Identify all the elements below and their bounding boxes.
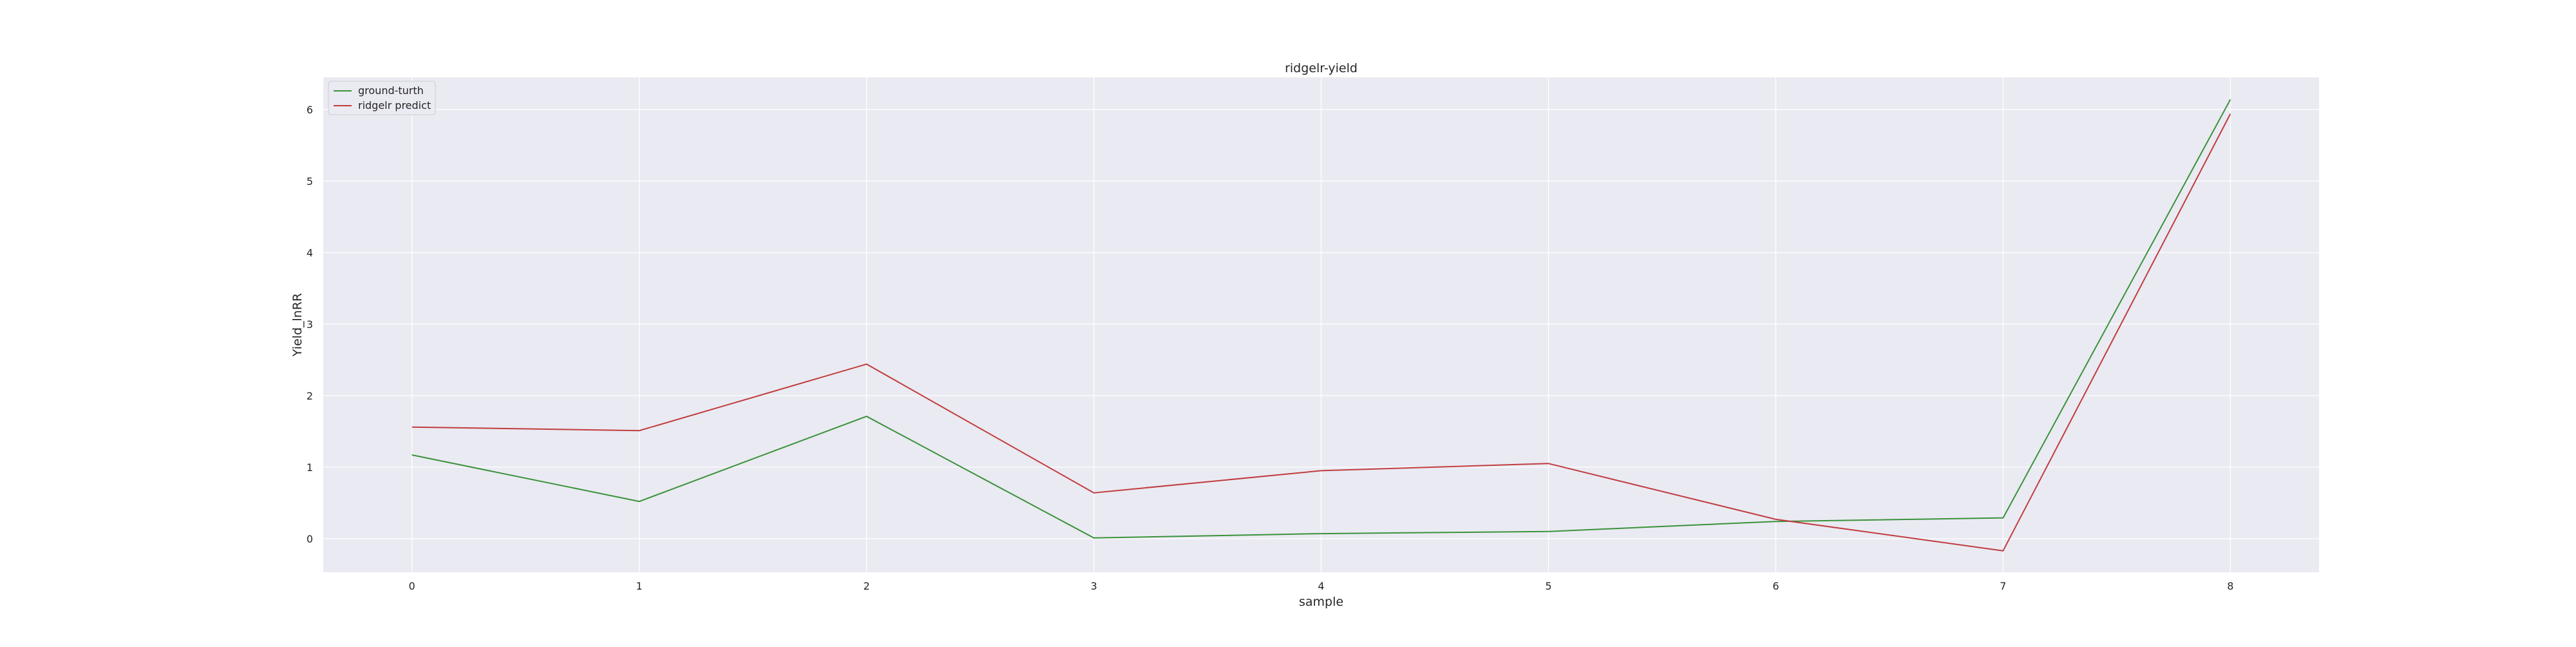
x-tick-label: 4 (1318, 580, 1324, 592)
legend: ground-turth ridgelr predict (328, 81, 435, 115)
x-tick-label: 6 (1772, 580, 1779, 592)
y-tick-label: 5 (307, 175, 313, 188)
x-axis-label: sample (1299, 595, 1343, 609)
chart-title: ridgelr-yield (1285, 61, 1358, 75)
y-tick-label: 3 (307, 318, 313, 331)
x-tick-label: 5 (1545, 580, 1551, 592)
y-tick-label: 4 (307, 247, 313, 259)
x-tick-label: 3 (1090, 580, 1097, 592)
x-tick-label: 1 (636, 580, 643, 592)
y-tick-label: 6 (307, 104, 313, 116)
x-tick-label: 0 (409, 580, 415, 592)
legend-label-ground-turth: ground-turth (358, 84, 424, 97)
y-tick-label: 0 (307, 533, 313, 545)
x-tick-label: 8 (2227, 580, 2233, 592)
legend-label-ridgelr-predict: ridgelr predict (358, 99, 431, 111)
x-tick-label: 7 (2000, 580, 2006, 592)
y-tick-label: 1 (307, 461, 313, 474)
x-tick-labels: 0 1 2 3 4 5 6 7 8 (409, 580, 2234, 592)
y-tick-labels: 0 1 2 3 4 5 6 (307, 104, 313, 545)
y-axis-label: Yield_lnRR (290, 293, 305, 357)
x-tick-label: 2 (863, 580, 869, 592)
y-tick-label: 2 (307, 390, 313, 402)
